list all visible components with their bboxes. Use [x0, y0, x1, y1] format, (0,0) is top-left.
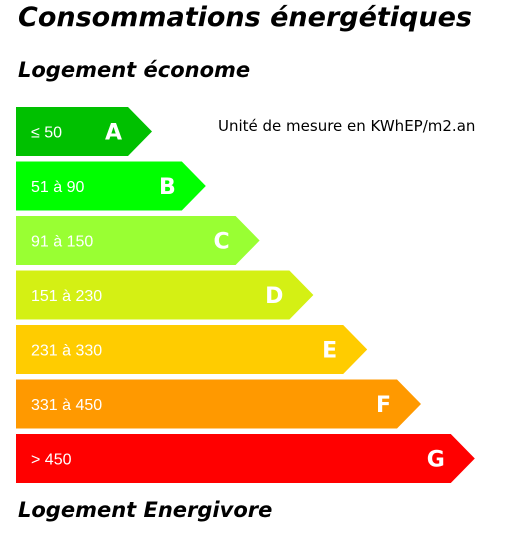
rating-bar-shape-g: [16, 434, 475, 483]
range-label-b: 51 à 90: [31, 179, 84, 196]
range-label-c: 91 à 150: [31, 234, 93, 251]
rating-bar-shape-d: [16, 270, 314, 320]
rating-bar-d: 151 à 230 D: [16, 270, 314, 320]
range-label-d: 151 à 230: [31, 288, 102, 305]
class-letter-g: G: [427, 448, 445, 473]
class-letter-f: F: [376, 393, 391, 418]
rating-bar-a: ≤ 50 A: [16, 107, 152, 156]
class-letter-e: E: [322, 339, 337, 364]
rating-bar-f: 331 à 450 F: [16, 379, 421, 429]
class-letter-d: D: [265, 284, 283, 309]
rating-bar-shape-b: [16, 161, 206, 211]
class-letter-a: A: [105, 121, 122, 146]
class-letter-c: C: [213, 230, 229, 255]
rating-bar-shape-f: [16, 379, 421, 429]
rating-bar-shape-a: [16, 107, 152, 156]
unit-label: Unité de mesure en KWhEP/m2.an: [218, 117, 476, 135]
class-letter-b: B: [159, 175, 176, 200]
rating-bar-c: 91 à 150 C: [16, 216, 260, 265]
range-label-f: 331 à 450: [31, 397, 102, 414]
range-label-a: ≤ 50: [31, 125, 62, 142]
rating-bar-g: > 450 G: [16, 434, 475, 483]
efficient-label: Logement économe: [18, 58, 251, 82]
rating-bar-e: 231 à 330 E: [16, 325, 368, 374]
rating-bar-b: 51 à 90 B: [16, 161, 206, 211]
inefficient-label: Logement Energivore: [18, 498, 273, 522]
range-label-e: 231 à 330: [31, 343, 102, 360]
rating-bar-shape-c: [16, 216, 260, 265]
range-label-g: > 450: [31, 452, 72, 469]
page-title: Consommations énergétiques: [18, 2, 472, 33]
rating-bar-shape-e: [16, 325, 368, 374]
